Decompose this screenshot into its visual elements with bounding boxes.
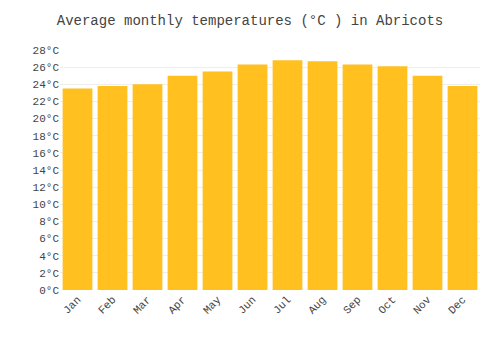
svg-text:8°C: 8°C [39,216,59,228]
svg-text:Oct: Oct [376,294,398,316]
svg-text:26°C: 26°C [33,62,60,74]
svg-text:Apr: Apr [166,294,188,316]
svg-text:6°C: 6°C [39,233,59,245]
svg-text:Feb: Feb [96,294,118,316]
svg-text:0°C: 0°C [39,285,59,297]
svg-text:May: May [201,294,224,317]
svg-text:22°C: 22°C [33,96,60,108]
svg-text:Jul: Jul [271,294,293,316]
svg-text:Average monthly temperatures (: Average monthly temperatures (°C ) in Ab… [57,13,443,29]
svg-text:18°C: 18°C [33,131,60,143]
svg-text:12°C: 12°C [33,182,60,194]
svg-text:Sep: Sep [341,294,363,316]
svg-text:24°C: 24°C [33,79,60,91]
svg-text:Aug: Aug [306,294,328,316]
svg-text:Jan: Jan [61,294,83,316]
svg-text:Nov: Nov [411,294,434,317]
svg-text:20°C: 20°C [33,113,60,125]
svg-text:28°C: 28°C [33,45,60,57]
svg-text:Mar: Mar [131,294,153,316]
svg-text:Dec: Dec [446,294,468,316]
svg-text:16°C: 16°C [33,148,60,160]
svg-text:Jun: Jun [236,294,258,316]
svg-text:4°C: 4°C [39,251,59,263]
svg-text:14°C: 14°C [33,165,60,177]
svg-text:10°C: 10°C [33,199,60,211]
svg-text:2°C: 2°C [39,268,59,280]
